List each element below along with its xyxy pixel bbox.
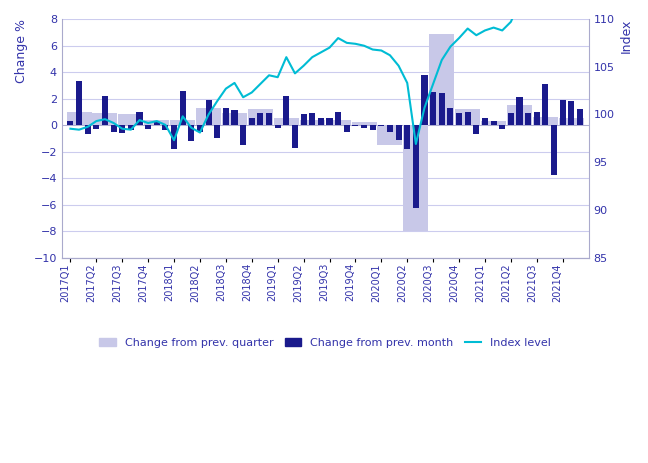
- Bar: [300, 120, 325, 125]
- Bar: [145, 125, 151, 129]
- Bar: [93, 125, 99, 129]
- Bar: [377, 125, 402, 145]
- Bar: [76, 81, 82, 125]
- Bar: [499, 125, 505, 129]
- Bar: [205, 100, 212, 125]
- Bar: [551, 125, 557, 175]
- Bar: [577, 109, 583, 125]
- Bar: [378, 125, 384, 126]
- Bar: [249, 119, 255, 125]
- Bar: [473, 125, 480, 134]
- Bar: [67, 112, 91, 125]
- Bar: [231, 111, 238, 125]
- Bar: [240, 125, 246, 145]
- Bar: [197, 125, 203, 131]
- Bar: [403, 125, 428, 231]
- Bar: [508, 113, 514, 125]
- Bar: [119, 125, 125, 133]
- Bar: [222, 113, 247, 125]
- Bar: [266, 113, 272, 125]
- Bar: [301, 114, 307, 125]
- Bar: [516, 97, 522, 125]
- Bar: [327, 119, 332, 125]
- Bar: [395, 125, 402, 139]
- Bar: [343, 125, 350, 131]
- Bar: [455, 109, 480, 125]
- Bar: [85, 125, 91, 134]
- Bar: [275, 125, 281, 128]
- Bar: [163, 125, 168, 130]
- Bar: [429, 34, 454, 125]
- Bar: [560, 100, 566, 125]
- Bar: [292, 125, 298, 148]
- Bar: [447, 108, 454, 125]
- Bar: [223, 108, 229, 125]
- Bar: [283, 96, 290, 125]
- Bar: [318, 119, 324, 125]
- Bar: [196, 108, 221, 125]
- Bar: [351, 122, 376, 125]
- Bar: [404, 125, 410, 149]
- Bar: [507, 105, 532, 125]
- Bar: [534, 112, 540, 125]
- Y-axis label: Change %: Change %: [15, 19, 28, 83]
- Bar: [559, 119, 584, 125]
- Bar: [325, 120, 351, 125]
- Bar: [491, 121, 496, 125]
- Bar: [413, 125, 419, 208]
- Bar: [154, 122, 160, 125]
- Bar: [102, 96, 108, 125]
- Bar: [214, 125, 220, 138]
- Bar: [430, 92, 436, 125]
- Bar: [533, 117, 558, 125]
- Bar: [481, 121, 506, 125]
- Bar: [137, 112, 143, 125]
- Bar: [465, 112, 470, 125]
- Bar: [387, 125, 393, 131]
- Bar: [439, 93, 445, 125]
- Bar: [568, 101, 574, 125]
- Bar: [525, 113, 531, 125]
- Bar: [189, 125, 194, 141]
- Bar: [179, 91, 186, 125]
- Bar: [482, 119, 488, 125]
- Bar: [111, 125, 117, 131]
- Bar: [145, 120, 169, 125]
- Bar: [274, 119, 299, 125]
- Bar: [119, 114, 143, 125]
- Bar: [309, 113, 316, 125]
- Bar: [128, 125, 134, 130]
- Bar: [421, 75, 428, 125]
- Legend: Change from prev. quarter, Change from prev. month, Index level: Change from prev. quarter, Change from p…: [95, 333, 555, 352]
- Bar: [93, 113, 117, 125]
- Bar: [257, 113, 264, 125]
- Bar: [542, 84, 548, 125]
- Bar: [353, 125, 358, 126]
- Bar: [171, 125, 177, 149]
- Bar: [361, 125, 367, 128]
- Bar: [369, 125, 376, 130]
- Bar: [335, 112, 341, 125]
- Bar: [67, 121, 73, 125]
- Bar: [248, 109, 273, 125]
- Y-axis label: Index: Index: [620, 19, 633, 53]
- Bar: [456, 113, 462, 125]
- Bar: [170, 120, 195, 125]
